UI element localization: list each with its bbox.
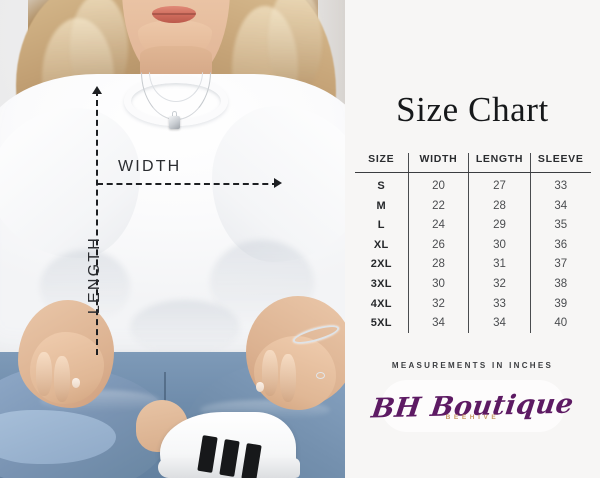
table-row: M 22 28 34 bbox=[355, 195, 591, 216]
cell-length: 29 bbox=[468, 215, 531, 235]
cell-length: 27 bbox=[468, 172, 531, 196]
cell-sleeve: 35 bbox=[530, 215, 591, 235]
table-row: 4XL 32 33 39 bbox=[355, 293, 591, 314]
pendant-loop bbox=[172, 111, 177, 117]
table-row: 3XL 30 32 38 bbox=[355, 274, 591, 294]
size-table-head: SIZE WIDTH LENGTH SLEEVE bbox=[354, 153, 591, 173]
cell-size: 3XL bbox=[370, 277, 392, 290]
width-arrowhead-icon bbox=[274, 178, 282, 188]
column-header-size: SIZE bbox=[354, 153, 409, 173]
cell-size: M bbox=[376, 199, 386, 212]
table-row: S 20 27 33 bbox=[355, 172, 591, 196]
measurements-note: MEASUREMENTS IN INCHES bbox=[391, 360, 554, 370]
cell-length: 31 bbox=[468, 254, 531, 275]
table-row: 5XL 34 34 40 bbox=[355, 313, 591, 333]
size-table: SIZE WIDTH LENGTH SLEEVE S 20 27 33 M 22… bbox=[354, 153, 591, 333]
column-header-length: LENGTH bbox=[468, 153, 531, 173]
cell-size: 2XL bbox=[370, 258, 392, 271]
cell-length: 33 bbox=[468, 293, 531, 314]
finger-ring bbox=[316, 372, 325, 379]
cell-sleeve: 39 bbox=[530, 293, 591, 314]
cell-size: S bbox=[377, 180, 386, 192]
width-dashed-line bbox=[97, 183, 278, 185]
table-row: L 24 29 35 bbox=[355, 215, 591, 235]
cell-width: 20 bbox=[408, 172, 469, 196]
cell-sleeve: 36 bbox=[530, 234, 591, 255]
length-arrowhead-icon bbox=[92, 86, 102, 94]
cell-size: 5XL bbox=[370, 317, 392, 330]
table-header-row: SIZE WIDTH LENGTH SLEEVE bbox=[354, 153, 591, 173]
cell-width: 24 bbox=[408, 215, 469, 235]
chart-title: Size Chart bbox=[396, 90, 549, 129]
jeans-cuff bbox=[0, 410, 116, 464]
size-table-body: S 20 27 33 M 22 28 34 L 24 29 35 bbox=[355, 172, 591, 333]
product-photo-panel: WIDTH LENGTH bbox=[0, 0, 345, 478]
cell-width: 28 bbox=[408, 254, 469, 275]
brand-logo: BH Boutique BEEHIVE bbox=[370, 378, 575, 436]
logo-tagline: BEEHIVE bbox=[445, 413, 500, 421]
finger bbox=[262, 350, 278, 396]
length-dashed-line bbox=[96, 90, 98, 355]
length-label: LENGTH bbox=[86, 236, 103, 315]
column-header-sleeve: SLEEVE bbox=[530, 153, 591, 173]
cell-sleeve: 33 bbox=[530, 172, 591, 196]
cell-length: 30 bbox=[468, 234, 531, 255]
cell-sleeve: 37 bbox=[530, 254, 591, 275]
cell-width: 32 bbox=[408, 293, 469, 314]
cell-length: 28 bbox=[468, 195, 531, 216]
lock-pendant bbox=[169, 116, 180, 129]
table-row: 2XL 28 31 37 bbox=[355, 254, 591, 275]
cell-sleeve: 38 bbox=[530, 274, 591, 294]
cell-width: 22 bbox=[408, 195, 469, 216]
cell-length: 34 bbox=[468, 313, 531, 333]
cell-width: 30 bbox=[408, 274, 469, 294]
size-chart-panel: Size Chart SIZE WIDTH LENGTH SLEEVE S 20… bbox=[345, 0, 600, 478]
fabric-fold bbox=[130, 300, 240, 356]
cell-sleeve: 34 bbox=[530, 195, 591, 216]
logo-backdrop bbox=[380, 379, 565, 432]
model-lips bbox=[152, 6, 196, 23]
finger bbox=[54, 356, 70, 402]
finger bbox=[280, 354, 296, 402]
fingernail bbox=[72, 378, 80, 388]
cell-width: 34 bbox=[408, 313, 469, 333]
measurement-annotations: WIDTH LENGTH bbox=[86, 86, 282, 355]
finger bbox=[36, 352, 52, 396]
cell-length: 32 bbox=[468, 274, 531, 294]
cell-size: 4XL bbox=[370, 297, 392, 310]
cell-sleeve: 40 bbox=[530, 313, 591, 333]
cell-size: L bbox=[377, 219, 385, 232]
column-header-width: WIDTH bbox=[408, 153, 469, 173]
table-row: XL 26 30 36 bbox=[355, 234, 591, 255]
model-lip-line bbox=[152, 13, 196, 15]
fingernail bbox=[256, 382, 264, 392]
cell-size: XL bbox=[373, 238, 389, 251]
product-photo: WIDTH LENGTH bbox=[0, 0, 345, 478]
width-label: WIDTH bbox=[118, 158, 182, 175]
cell-width: 26 bbox=[408, 234, 469, 255]
